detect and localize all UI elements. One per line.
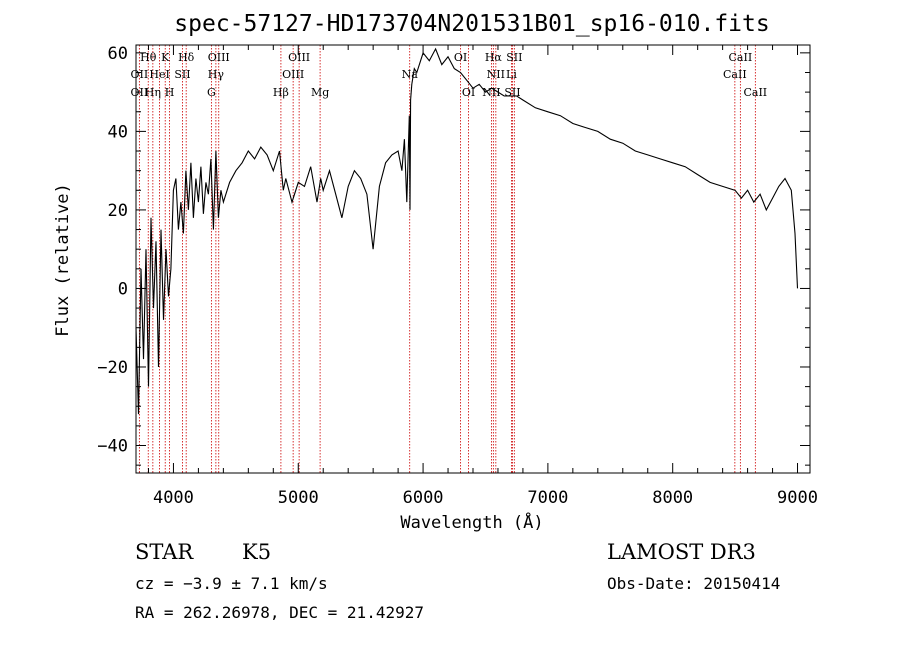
line-label: HeI [149,68,169,81]
spectrum-series-line [135,47,799,415]
line-label: H [165,86,175,99]
line-label: Hθ [140,51,157,64]
line-label: Li [506,68,517,81]
line-label: OI [462,86,475,99]
line-label: Hγ [208,68,225,81]
coordinates: RA = 262.26978, DEC = 21.42927 [135,603,424,622]
line-label: SII [174,68,190,81]
object-class: STAR [135,540,194,564]
chart-title: spec-57127-HD173704N201531B01_sp16-010.f… [174,11,769,37]
y-tick-label: 0 [118,279,128,299]
line-label: OIII [288,51,310,64]
line-label: CaII [723,68,747,81]
line-label: Hδ [178,51,195,64]
line-label: Hα [485,51,503,64]
plot-frame [135,44,811,474]
y-tick-label: 60 [108,44,128,64]
line-label: OIII [208,51,230,64]
line-label: G [207,86,216,99]
x-tick-label: 9000 [777,488,818,508]
line-label: NII [482,86,500,99]
line-label: NII [487,68,505,81]
line-label: Mg [311,86,329,99]
line-label: Hη [145,86,161,99]
line-label: OIII [282,68,304,81]
survey-name: LAMOST DR3 [607,540,756,564]
x-tick-label: 6000 [403,488,444,508]
x-tick-label: 4000 [153,488,194,508]
object-subclass: K5 [242,540,272,564]
line-label: Hβ [273,86,289,99]
line-label: OI [454,51,467,64]
line-label: CaII [729,51,753,64]
y-tick-label: 40 [108,122,128,142]
y-tick-label: 20 [108,201,128,221]
line-label: K [161,51,170,64]
x-tick-label: 7000 [527,488,568,508]
y-tick-label: −20 [97,358,128,378]
line-label: SII [506,51,522,64]
x-tick-label: 5000 [278,488,319,508]
line-label: CaII [743,86,767,99]
line-label: OII [131,68,149,81]
redshift-cz: cz = −3.9 ± 7.1 km/s [135,574,328,593]
y-axis-label: Flux (relative) [53,183,73,337]
x-tick-label: 8000 [652,488,693,508]
x-axis-label: Wavelength (Å) [400,511,543,533]
obs-date: Obs-Date: 20150414 [607,574,781,593]
y-tick-label: −40 [97,437,128,457]
